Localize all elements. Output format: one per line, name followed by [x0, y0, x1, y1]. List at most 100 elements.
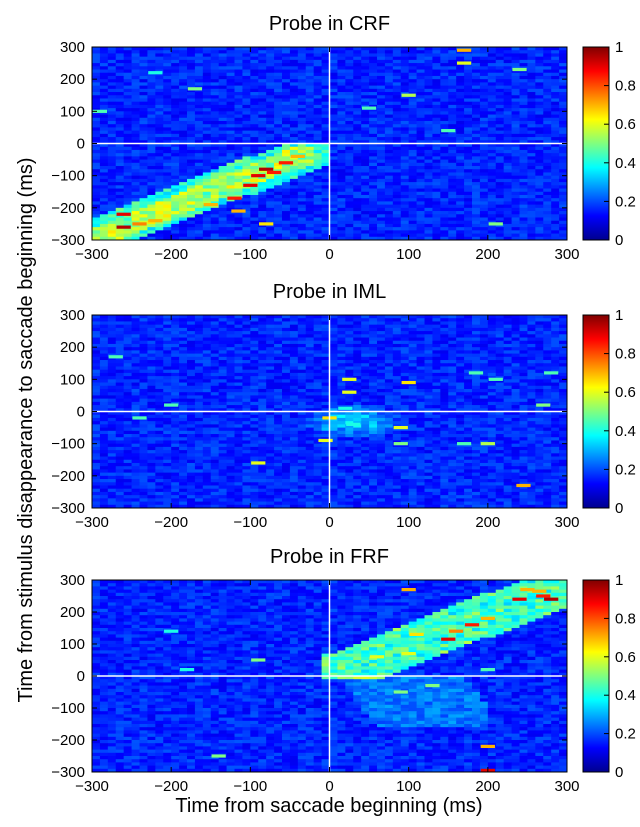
heatmap-cell — [503, 340, 512, 345]
heatmap-cell — [448, 69, 457, 74]
heatmap-cell — [226, 47, 235, 51]
heatmap-cell — [187, 140, 196, 144]
heatmap-cell — [495, 327, 505, 332]
heatmap-cell — [123, 85, 132, 90]
heatmap-cell — [400, 72, 410, 77]
heatmap-cell — [131, 82, 140, 86]
heatmap-cell — [377, 223, 386, 228]
heatmap-cell — [535, 350, 544, 354]
heatmap-cell — [258, 75, 267, 80]
heatmap-cell — [353, 217, 362, 222]
heatmap-cell — [551, 88, 560, 93]
heatmap-cell — [218, 53, 227, 58]
heatmap-cell — [107, 47, 117, 51]
heatmap-cell — [503, 356, 512, 361]
heatmap-cell — [369, 82, 378, 86]
heatmap-cell — [194, 153, 204, 157]
heatmap-cell — [242, 137, 251, 141]
heatmap-cell — [543, 340, 552, 345]
heatmap-cell — [274, 230, 283, 234]
heatmap-cell — [226, 382, 235, 387]
heatmap-cell — [456, 120, 465, 125]
heatmap-cell — [266, 47, 275, 51]
heatmap-cell — [234, 117, 243, 122]
heatmap-cell — [479, 153, 489, 157]
heatmap-cell — [289, 223, 299, 228]
heatmap-cell — [139, 204, 148, 209]
heatmap-cell — [527, 59, 536, 64]
heatmap-cell — [131, 227, 140, 231]
heatmap-cell — [234, 104, 243, 109]
heatmap-cell — [511, 69, 520, 74]
heatmap-cell — [527, 343, 536, 348]
heatmap-cell — [282, 101, 291, 106]
heatmap-cell — [210, 369, 220, 374]
heatmap-cell — [99, 75, 109, 80]
heatmap-cell — [123, 227, 132, 231]
heatmap-cell — [400, 185, 410, 189]
heatmap-cell — [424, 101, 433, 106]
heatmap-cell — [226, 324, 235, 329]
heatmap-cell — [234, 369, 243, 374]
heatmap-hotspot — [512, 67, 527, 72]
heatmap-cell — [472, 117, 481, 122]
heatmap-cell — [258, 72, 267, 77]
heatmap-cell — [115, 120, 125, 125]
heatmap-cell — [321, 366, 330, 371]
heatmap-cell — [519, 124, 528, 128]
heatmap-cell — [551, 204, 560, 209]
heatmap-cell — [155, 236, 164, 241]
heatmap-cell — [543, 75, 552, 80]
heatmap-cell — [282, 223, 291, 228]
heatmap-cell — [179, 85, 188, 90]
heatmap-cell — [464, 50, 473, 54]
heatmap-cell — [187, 194, 196, 199]
heatmap-cell — [289, 53, 299, 58]
heatmap-cell — [187, 175, 196, 180]
heatmap-cell — [535, 101, 544, 106]
heatmap-cell — [416, 182, 425, 186]
heatmap-cell — [115, 188, 125, 193]
heatmap-cell — [226, 104, 235, 109]
heatmap-cell — [361, 47, 370, 51]
heatmap-cell — [297, 53, 307, 58]
heatmap-cell — [543, 366, 552, 371]
heatmap-cell — [559, 50, 568, 54]
heatmap-cell — [266, 153, 275, 157]
heatmap-cell — [392, 356, 402, 361]
heatmap-cell — [210, 337, 220, 342]
heatmap-cell — [416, 236, 425, 241]
heatmap-cell — [448, 327, 457, 332]
heatmap-cell — [139, 178, 148, 183]
heatmap-cell — [187, 350, 196, 354]
heatmap-cell — [258, 111, 267, 115]
heatmap-cell — [408, 327, 417, 332]
heatmap-cell — [392, 104, 402, 109]
heatmap-cell — [171, 79, 180, 83]
heatmap-cell — [329, 353, 338, 358]
heatmap-cell — [171, 353, 180, 358]
heatmap-cell — [305, 108, 315, 112]
heatmap-cell — [202, 227, 212, 231]
heatmap-cell — [179, 324, 188, 329]
heatmap-cell — [297, 175, 307, 180]
heatmap-cell — [234, 59, 243, 64]
heatmap-cell — [258, 59, 267, 64]
heatmap-cell — [527, 120, 536, 125]
heatmap-cell — [361, 382, 370, 387]
heatmap-cell — [155, 72, 164, 77]
heatmap-cell — [305, 366, 315, 371]
heatmap-cell — [519, 324, 528, 329]
heatmap-cell — [179, 318, 188, 322]
heatmap-cell — [123, 337, 132, 342]
heatmap-cell — [345, 191, 354, 196]
heatmap-cell — [147, 366, 156, 371]
heatmap-cell — [313, 137, 322, 141]
heatmap-cell — [369, 156, 378, 160]
heatmap-cell — [289, 230, 299, 234]
heatmap-cell — [250, 114, 259, 119]
heatmap-cell — [392, 127, 402, 132]
heatmap-cell — [543, 327, 552, 332]
heatmap-cell — [495, 217, 505, 222]
heatmap-cell — [92, 127, 101, 132]
